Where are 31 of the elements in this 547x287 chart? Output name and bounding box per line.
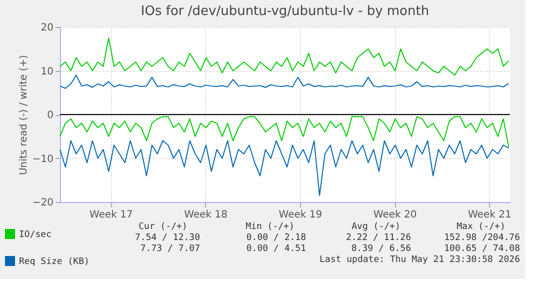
- text: 100.65 / 74.08: [444, 244, 520, 254]
- y-axis-title: Units read (-) / write (+): [18, 54, 30, 176]
- y-tick-label: 0: [47, 110, 54, 121]
- x-tick-label: Week 21: [468, 210, 512, 220]
- text: 152.98 /204.76: [444, 233, 520, 243]
- y-tick-label: −10: [32, 154, 54, 165]
- x-tick-label: Week 18: [184, 210, 228, 220]
- text: 7.73 / 7.07: [140, 244, 200, 254]
- y-tick-label: 20: [40, 22, 54, 34]
- legend-label: IO/sec: [19, 230, 52, 240]
- text: 7.54 / 12.30: [134, 233, 200, 243]
- y-tick-label: −20: [32, 198, 54, 208]
- x-tick-label: Week 20: [373, 210, 417, 220]
- text: Max (-/+): [456, 222, 506, 232]
- line-series: [60, 37, 510, 76]
- text: 8.39 / 6.56: [351, 244, 411, 254]
- y-tick-label: 10: [40, 66, 54, 78]
- text: Cur (-/+): [138, 222, 188, 232]
- x-tick-label: Week 19: [278, 210, 322, 220]
- text: 0.00 / 4.51: [246, 244, 306, 254]
- text: 2.22 / 11.26: [346, 233, 411, 243]
- text: 0.00 / 2.18: [246, 233, 306, 243]
- x-tick-label: Week 17: [90, 210, 133, 220]
- text: Min (-/+): [246, 222, 294, 232]
- text: Last update: Thu May 21 23:30:58 2026: [320, 255, 520, 265]
- line-series: [60, 74, 510, 89]
- line-series: [60, 116, 510, 148]
- chart-title: IOs for /dev/ubuntu-vg/ubuntu-lv - by month: [140, 4, 430, 19]
- text: Avg (-/+): [352, 222, 400, 232]
- legend-label: Req Size (KB): [19, 257, 90, 267]
- line-series: [60, 140, 510, 196]
